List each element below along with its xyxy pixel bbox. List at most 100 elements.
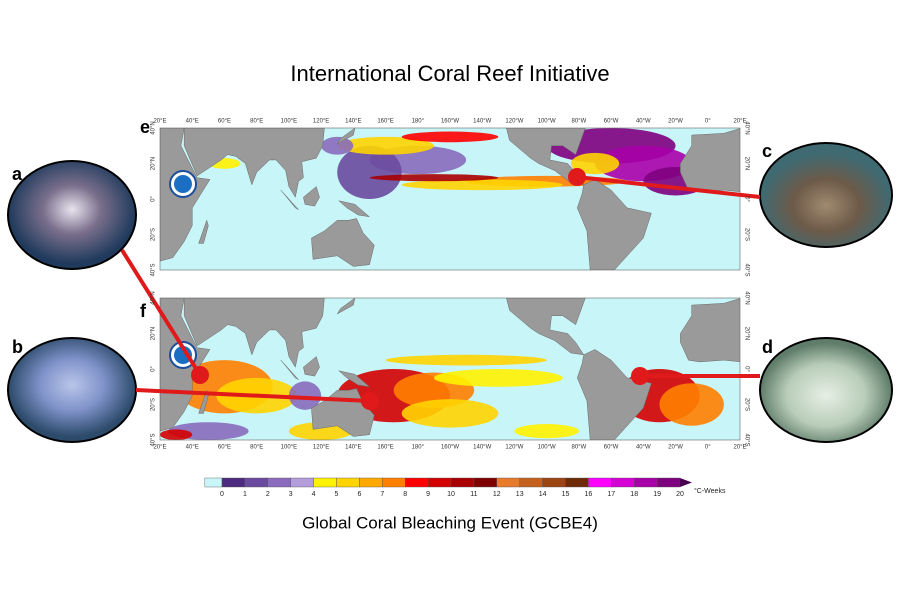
land <box>506 298 586 356</box>
longitude-label: 0° <box>705 445 711 451</box>
land <box>198 389 209 414</box>
heat-region <box>401 131 499 143</box>
colorbar-swatch <box>336 477 360 488</box>
latitude-label: 20°N <box>151 157 157 170</box>
colorbar-tick-label: 8 <box>403 491 407 498</box>
heat-region <box>288 422 354 440</box>
colorbar-tick-label: 1 <box>243 491 247 498</box>
colorbar-swatch <box>634 477 658 488</box>
latitude-label: 40°N <box>743 121 749 134</box>
panel-label: f <box>140 301 147 321</box>
colorbar-swatch <box>611 477 635 488</box>
colorbar-tick-label: 0 <box>220 491 224 498</box>
longitude-label: 60°W <box>604 445 619 451</box>
latitude-label: 20°N <box>743 157 749 170</box>
longitude-label: 140°E <box>345 119 361 125</box>
colorbar-swatch <box>496 477 520 488</box>
longitude-label: 40°W <box>636 119 651 125</box>
panel-label: b <box>12 337 23 357</box>
heat-region <box>433 369 563 387</box>
land <box>311 218 375 267</box>
longitude-label: 100°W <box>538 445 556 451</box>
latitude-label: 40°N <box>743 291 749 304</box>
longitude-label: 20°W <box>668 119 683 125</box>
longitude-label: 80°W <box>572 119 587 125</box>
longitude-label: 120°E <box>313 445 329 451</box>
latitude-label: 0° <box>151 366 157 372</box>
latitude-label: 40°N <box>151 291 157 304</box>
heat-region <box>401 399 499 428</box>
longitude-label: 40°W <box>636 445 651 451</box>
colorbar-swatch <box>565 477 589 488</box>
land <box>506 128 586 186</box>
land <box>183 298 325 368</box>
latitude-label: 40°S <box>743 433 749 446</box>
heat-region <box>160 429 193 440</box>
land <box>336 128 356 145</box>
colorbar-tick-label: 4 <box>312 491 316 498</box>
colorbar-swatch <box>359 477 383 488</box>
caption: Global Coral Bleaching Event (GCBE4) <box>302 513 598 532</box>
panel-label: d <box>762 337 773 357</box>
longitude-label: 20°E <box>733 445 746 451</box>
colorbar-swatch <box>313 477 337 488</box>
colorbar-tick-label: 17 <box>607 491 615 498</box>
latitude-label: 40°S <box>151 433 157 446</box>
longitude-label: 120°W <box>505 445 523 451</box>
latitude-label: 0° <box>151 196 157 202</box>
colorbar-swatch <box>427 477 452 488</box>
site-markers <box>191 168 649 410</box>
colorbar-swatch <box>267 477 291 488</box>
colorbar-tick-label: 6 <box>357 491 361 498</box>
colorbar-tick-label: 9 <box>426 491 430 498</box>
panel-label: e <box>140 117 150 137</box>
colorbar-tick-label: 3 <box>289 491 293 498</box>
colorbar-tick-label: 5 <box>335 491 339 498</box>
photo <box>7 337 137 443</box>
heat-region <box>337 136 434 155</box>
latitude-label: 20°S <box>151 228 157 241</box>
longitude-label: 80°W <box>572 445 587 451</box>
map-panel <box>160 298 740 440</box>
longitude-label: 60°E <box>218 445 231 451</box>
colorbar-swatch <box>244 477 268 488</box>
connectors <box>120 175 761 403</box>
colorbar-unit: °C-Weeks <box>694 487 726 495</box>
latitude-label: 20°S <box>743 228 749 241</box>
photo <box>7 160 137 270</box>
colorbar-tick-label: 15 <box>562 491 570 498</box>
colorbar-tick-label: 14 <box>539 491 547 498</box>
longitude-label: 100°E <box>281 445 297 451</box>
longitude-label: 160°E <box>377 119 393 125</box>
colorbar: 0 1 2 3 4 5 6 7 8 9 10 11 12 13 14 15 16 17 18 19 20 °C-Weeks <box>204 477 726 498</box>
longitude-label: 40°E <box>186 445 199 451</box>
latitude-label: 0° <box>743 196 749 202</box>
photo <box>759 142 893 248</box>
latitude-label: 20°N <box>743 327 749 340</box>
colorbar-tick-label: 13 <box>516 491 524 498</box>
colorbar-arrow <box>680 478 692 487</box>
latitude-label: 20°N <box>151 327 157 340</box>
latitude-label: 0° <box>743 366 749 372</box>
longitude-label: 20°E <box>153 119 166 125</box>
colorbar-swatch <box>473 477 497 488</box>
land <box>198 219 209 244</box>
colorbar-tick-label: 20 <box>676 491 684 498</box>
map-axes: 20°E 20°E 40°E 40°E 60°E 60°E 80°E 80°E 100°E 100… <box>151 119 750 451</box>
latitude-label: 20°S <box>151 398 157 411</box>
land <box>303 186 320 207</box>
land <box>680 298 740 363</box>
longitude-label: 20°E <box>733 119 746 125</box>
colorbar-tick-label: 18 <box>630 491 638 498</box>
longitude-label: 160°W <box>441 445 459 451</box>
longitude-label: 120°W <box>505 119 523 125</box>
longitude-label: 120°E <box>313 119 329 125</box>
colorbar-swatch <box>519 477 543 488</box>
longitude-label: 140°W <box>473 119 491 125</box>
longitude-label: 180° <box>412 119 425 125</box>
longitude-label: 80°E <box>250 119 263 125</box>
longitude-label: 40°E <box>186 119 199 125</box>
longitude-label: 160°W <box>441 119 459 125</box>
colorbar-tick-label: 7 <box>380 491 384 498</box>
